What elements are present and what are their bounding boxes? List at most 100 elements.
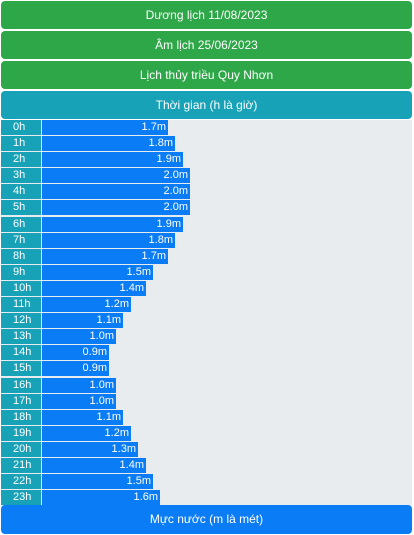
tide-level-value: 1.6m xyxy=(133,491,158,504)
tide-level-bar: 1.4m xyxy=(42,457,146,473)
time-column-header: Thời gian (h là giờ) xyxy=(1,91,412,119)
tide-level-value: 1.1m xyxy=(96,410,121,423)
tide-row: 18h 1.1m xyxy=(1,409,412,426)
tide-level-bar: 1.1m xyxy=(42,313,123,329)
hour-label: 8h xyxy=(1,248,41,264)
tide-level-bar: 1.8m xyxy=(42,232,175,248)
tide-level-bar: 1.6m xyxy=(42,490,160,506)
tide-row: 9h 1.5m xyxy=(1,264,412,281)
tide-row: 1h 1.8m xyxy=(1,136,412,153)
tide-level-value: 1.8m xyxy=(148,137,173,150)
tide-level-bar: 1.4m xyxy=(42,280,146,296)
tide-level-value: 1.7m xyxy=(141,249,166,262)
tide-level-bar: 1.0m xyxy=(42,393,116,409)
tide-level-bar: 2.0m xyxy=(42,184,190,200)
tide-level-value: 1.8m xyxy=(148,233,173,246)
tide-level-bar: 1.7m xyxy=(42,248,168,264)
hour-label: 14h xyxy=(1,345,41,361)
tide-level-value: 0.9m xyxy=(82,362,107,375)
tide-table: 0h 1.7m 1h 1.8m 2h 1.9m 3h 2.0m 4h 2.0m 5h 2.0m 6h 1.… xyxy=(1,120,412,507)
tide-row: 7h 1.8m xyxy=(1,232,412,249)
hour-label: 11h xyxy=(1,297,41,313)
hour-label: 18h xyxy=(1,409,41,425)
tide-level-bar: 1.9m xyxy=(42,152,183,168)
hour-label: 0h xyxy=(1,120,41,135)
tide-level-value: 1.1m xyxy=(96,314,121,327)
tide-row: 13h 1.0m xyxy=(1,329,412,346)
tide-level-bar: 1.0m xyxy=(42,329,116,345)
tide-level-bar: 0.9m xyxy=(42,361,109,377)
tide-level-value: 1.7m xyxy=(141,121,166,133)
tide-level-value: 0.9m xyxy=(82,346,107,359)
tide-row: 16h 1.0m xyxy=(1,377,412,394)
tide-level-value: 2.0m xyxy=(163,185,188,198)
tide-level-value: 1.3m xyxy=(111,442,136,455)
hour-label: 6h xyxy=(1,216,41,232)
hour-label: 7h xyxy=(1,232,41,248)
hour-label: 21h xyxy=(1,457,41,473)
hour-label: 15h xyxy=(1,361,41,377)
tide-row: 8h 1.7m xyxy=(1,248,412,265)
solar-date-header: Dương lịch 11/08/2023 xyxy=(1,1,412,29)
hour-label: 3h xyxy=(1,168,41,184)
tide-level-value: 1.2m xyxy=(104,426,129,439)
tide-level-value: 1.9m xyxy=(156,153,181,166)
tide-level-bar: 1.7m xyxy=(42,120,168,135)
tide-level-bar: 1.5m xyxy=(42,474,153,490)
tide-level-value: 1.5m xyxy=(126,265,151,278)
level-column-header: Mực nước (m là mét) xyxy=(1,505,412,534)
tide-level-bar: 1.9m xyxy=(42,216,183,232)
tide-row: 21h 1.4m xyxy=(1,457,412,475)
tide-row: 23h 1.6m xyxy=(1,490,412,507)
hour-label: 1h xyxy=(1,136,41,152)
lunar-date-header: Âm lịch 25/06/2023 xyxy=(1,31,412,59)
tide-row: 0h 1.7m xyxy=(1,120,412,137)
hour-label: 2h xyxy=(1,152,41,168)
tide-row: 3h 2.0m xyxy=(1,168,412,185)
hour-label: 20h xyxy=(1,441,41,457)
tide-row: 14h 0.9m xyxy=(1,345,412,362)
hour-label: 5h xyxy=(1,200,41,216)
hour-label: 13h xyxy=(1,329,41,345)
tide-row: 2h 1.9m xyxy=(1,152,412,169)
tide-level-bar: 1.2m xyxy=(42,425,131,441)
tide-row: 10h 1.4m xyxy=(1,280,412,298)
hour-label: 12h xyxy=(1,313,41,329)
tide-level-bar: 1.1m xyxy=(42,409,123,425)
tide-level-bar: 0.9m xyxy=(42,345,109,361)
tide-level-value: 1.9m xyxy=(156,217,181,230)
tide-level-value: 2.0m xyxy=(163,201,188,214)
tide-level-bar: 2.0m xyxy=(42,168,190,184)
tide-row: 11h 1.2m xyxy=(1,297,412,314)
tide-row: 22h 1.5m xyxy=(1,474,412,491)
tide-level-value: 1.4m xyxy=(119,458,144,471)
tide-level-bar: 1.5m xyxy=(42,264,153,280)
hour-label: 19h xyxy=(1,425,41,441)
hour-label: 23h xyxy=(1,490,41,506)
tide-level-bar: 1.2m xyxy=(42,297,131,313)
tide-level-bar: 1.8m xyxy=(42,136,175,152)
tide-level-value: 2.0m xyxy=(163,169,188,182)
tide-row: 5h 2.0m xyxy=(1,200,412,217)
tide-level-bar: 1.0m xyxy=(42,377,116,393)
hour-label: 16h xyxy=(1,377,41,393)
tide-level-bar: 2.0m xyxy=(42,200,190,216)
tide-level-value: 1.0m xyxy=(89,330,114,343)
tide-row: 19h 1.2m xyxy=(1,425,412,442)
hour-label: 9h xyxy=(1,264,41,280)
tide-row: 6h 1.9m xyxy=(1,216,412,233)
tide-level-value: 1.0m xyxy=(89,394,114,407)
hour-label: 4h xyxy=(1,184,41,200)
hour-label: 17h xyxy=(1,393,41,409)
page-title: Lịch thủy triều Quy Nhơn xyxy=(1,61,412,89)
tide-row: 15h 0.9m xyxy=(1,361,412,378)
tide-level-value: 1.5m xyxy=(126,475,151,488)
tide-level-value: 1.0m xyxy=(89,378,114,391)
hour-label: 22h xyxy=(1,474,41,490)
hour-label: 10h xyxy=(1,280,41,296)
tide-row: 20h 1.3m xyxy=(1,441,412,458)
tide-level-value: 1.4m xyxy=(119,281,144,294)
tide-row: 17h 1.0m xyxy=(1,393,412,410)
tide-level-bar: 1.3m xyxy=(42,441,138,457)
